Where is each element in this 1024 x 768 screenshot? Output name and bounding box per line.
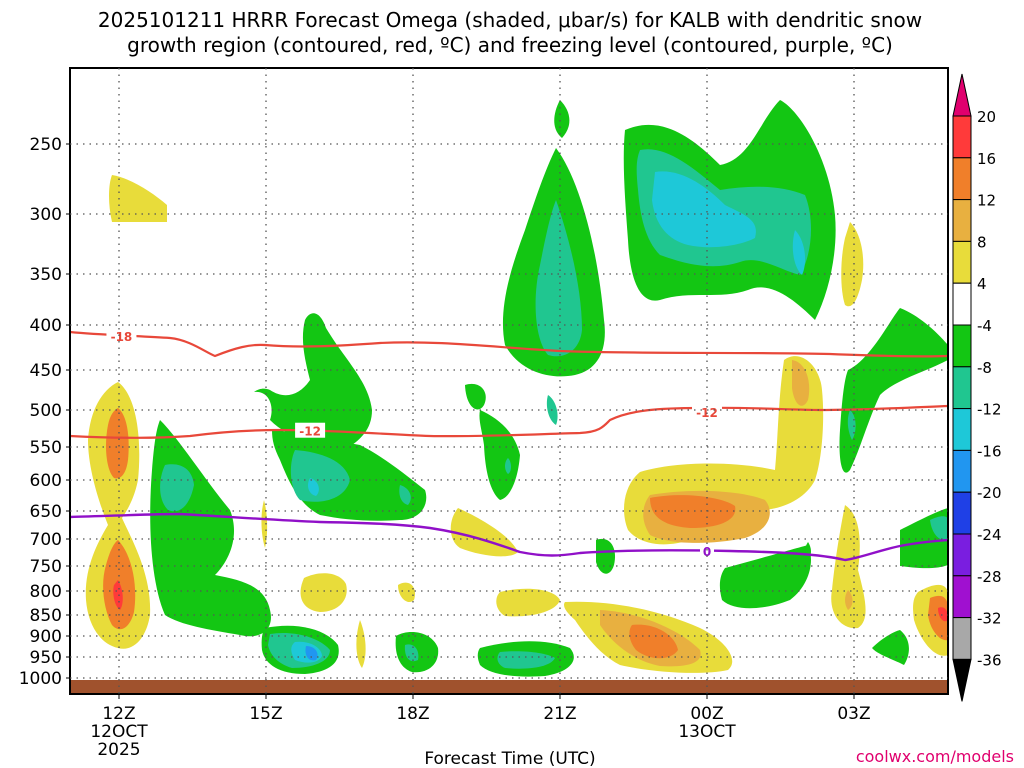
omega-shading [85,100,948,677]
y-tick-label: 750 [30,557,62,577]
colorbar-label: -32 [977,610,1002,628]
chart-title-line1: 2025101211 HRRR Forecast Omega (shaded, … [98,8,922,32]
chart-title-line2: growth region (contoured, red, ºC) and f… [127,33,893,57]
y-tick-label: 300 [30,205,62,225]
x-date-label: 12OCT [90,722,148,742]
negative-omega-areas [150,100,948,677]
y-tick-label: 850 [30,606,62,626]
colorbar-swatch [952,240,972,284]
contour-label-bg [692,404,722,420]
y-tick-label: 1000 [19,669,62,689]
x-tick-label: 00Z [690,704,723,724]
x-date-label: 13OCT [678,722,736,742]
x-tick-label: 18Z [396,704,429,724]
colorbar-swatch [952,282,972,326]
colorbar-swatch [952,199,972,242]
colorbar-swatch [952,449,972,493]
colorbar-label: 12 [977,192,996,210]
x-tick-label: 12Z [102,704,135,724]
colorbar-swatch [952,408,972,451]
x-tick-label: 21Z [543,704,576,724]
y-tick-label: 600 [30,471,62,491]
colorbar-swatch [952,366,972,410]
colorbar-label: -20 [977,484,1002,502]
contour-label: -18 [111,330,133,344]
colorbar-label: -12 [977,401,1002,419]
colorbar-swatch [952,115,972,159]
colorbar-label: -8 [977,359,992,377]
y-tick-label: 650 [30,502,62,522]
source-credit[interactable]: coolwx.com/models [856,747,1014,766]
axes: 2503003504004505005506006507007508008509… [19,68,948,760]
contour-label-bg [106,327,137,343]
contour-label: 0 [703,545,711,559]
colorbar-swatch [952,324,972,368]
y-tick-label: 250 [30,135,62,155]
isotherm-minus12 [70,404,948,439]
colorbar-label: -16 [977,442,1002,460]
positive-omega-areas [85,175,948,673]
y-tick-label: 500 [30,401,62,421]
colorbar-swatch [952,575,972,619]
contour-label: -12 [299,425,321,439]
colorbar-cap-bottom [952,658,972,702]
ground-surface [70,680,948,694]
x-tick-label: 03Z [837,704,870,724]
y-tick-label: 400 [30,316,62,336]
colorbar-label: 20 [977,108,996,126]
x-date-label: 2025 [97,740,140,760]
colorbar-swatch [952,491,972,535]
colorbar-label: 8 [977,233,987,251]
colorbar: 20 16 12 8 4 -4 -8 -12 -16 -20 -24 -28 -32 -36 [952,73,1002,702]
isotherm-minus18 [70,330,948,358]
colorbar-label: -24 [977,526,1002,544]
colorbar-label: 4 [977,275,987,293]
y-tick-label: 800 [30,582,62,602]
y-tick-label: 550 [30,438,62,458]
y-tick-label: 700 [30,530,62,550]
x-tick-label: 15Z [249,704,282,724]
colorbar-label: -4 [977,317,992,335]
y-tick-label: 350 [30,265,62,285]
contour-overlay: -18-12-120 [70,327,948,562]
y-tick-label: 450 [30,361,62,381]
colorbar-cap-top [952,73,972,117]
y-tick-label: 950 [30,648,62,668]
y-tick-label: 900 [30,627,62,647]
colorbar-label: -28 [977,568,1002,586]
colorbar-swatch [952,617,972,660]
colorbar-swatch [952,533,972,577]
colorbar-label: -36 [977,651,1002,669]
freezing-level-contour [70,512,948,562]
colorbar-label: 16 [977,150,996,168]
plot-border [69,67,949,695]
colorbar-swatch [952,157,972,201]
contour-label-bg [295,422,326,438]
x-axis-label: Forecast Time (UTC) [424,749,595,768]
